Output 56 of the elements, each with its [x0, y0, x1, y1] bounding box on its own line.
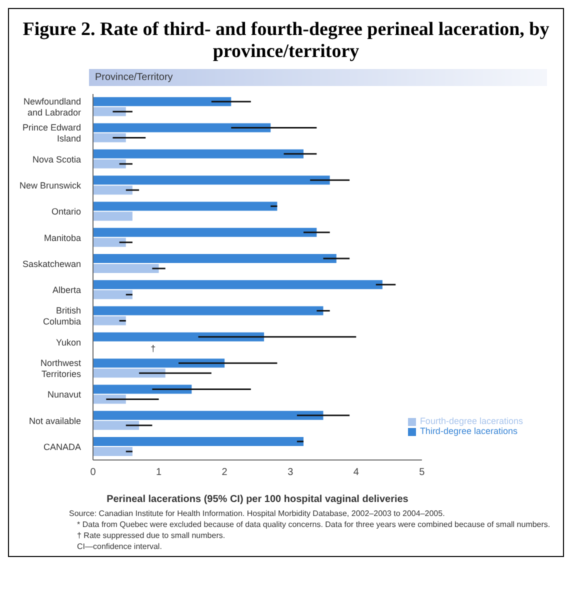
bar [93, 202, 278, 211]
source-note: Source: Canadian Institute for Health Information. Hospital Morbidity Database, 2002–2003 to 2004–2005. [69, 508, 446, 519]
x-tick-label: 3 [288, 467, 294, 478]
bar [93, 384, 192, 394]
bar [93, 358, 225, 368]
bar [93, 123, 271, 132]
bar [93, 332, 264, 342]
y-tick-label: Prince Edward Island [22, 122, 81, 144]
text: CI—confidence interval. [76, 541, 163, 552]
text: † Rate suppressed due to small numbers. [76, 530, 226, 541]
x-tick-label: 4 [353, 467, 360, 478]
bar [93, 133, 126, 142]
bar [93, 316, 126, 326]
bar [93, 159, 126, 168]
bar [93, 264, 159, 273]
y-tick-label: Manitoba [44, 232, 81, 243]
bar [93, 228, 317, 237]
bar [93, 420, 140, 430]
y-tick-label: Nunavut [47, 390, 82, 400]
x-tick-label: 0 [90, 467, 96, 478]
text: * Data from Quebec were excluded because of data quality concerns. Data for three years were combined because of small numbers. [76, 519, 552, 530]
bar [93, 410, 324, 420]
y-tick-label: CANADA [43, 442, 81, 452]
x-tick-label: 1 [156, 467, 162, 478]
bar [93, 368, 166, 378]
bar [93, 176, 330, 185]
bar [93, 280, 382, 290]
y-tick-label: Alberta [52, 285, 81, 296]
bar [93, 212, 132, 221]
bar [93, 238, 126, 247]
y-tick-label: New Brunswick [19, 180, 82, 190]
legend-label: Fourth-degree lacerations [420, 416, 523, 426]
y-tick-label: Saskatchewan [22, 258, 81, 269]
y-tick-label: Northwest Territories [40, 358, 82, 379]
annotation: † [150, 344, 156, 354]
bar [93, 446, 132, 456]
x-tick-label: 5 [419, 467, 426, 478]
y-axis-title: Province/Territory [89, 69, 547, 86]
bar [93, 186, 132, 195]
y-tick-label: Yukon [56, 337, 81, 348]
legend-label: Third-degree lacerations [420, 426, 518, 436]
bar [93, 97, 232, 106]
x-tick-label: 2 [222, 467, 228, 478]
bar [93, 254, 336, 263]
y-tick-label: Not available [28, 416, 81, 426]
bar [93, 107, 126, 116]
bar [93, 149, 304, 158]
chart-title: Figure 2. Rate of third- and fourth-degree perineal laceration, by province/territory [22, 18, 550, 64]
y-tick-label: Ontario [51, 206, 81, 217]
bar [93, 290, 132, 300]
bar [93, 306, 324, 316]
y-tick-label: British Columbia [42, 306, 81, 327]
y-tick-label: Nova Scotia [32, 154, 81, 164]
bar [93, 436, 304, 446]
x-axis-title: Perineal lacerations (95% CI) per 100 hospital vaginal deliveries [106, 494, 409, 505]
y-tick-label: Newfoundland and Labrador [23, 96, 81, 118]
